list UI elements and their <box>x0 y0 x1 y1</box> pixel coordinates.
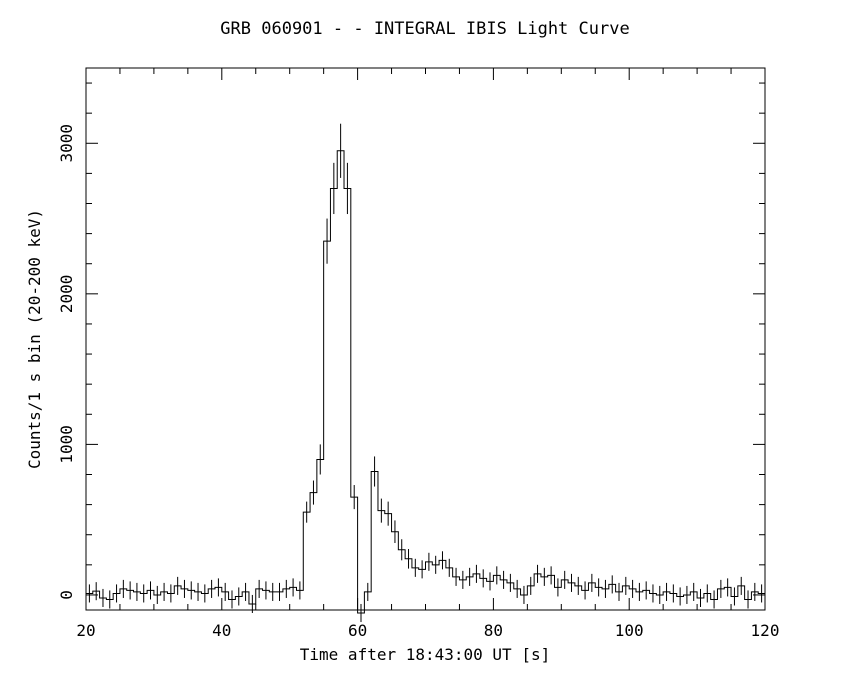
y-tick-labels: 0 1000 2000 3000 <box>57 124 76 600</box>
light-curve-series <box>86 123 765 623</box>
chart-title: GRB 060901 - - INTEGRAL IBIS Light Curve <box>220 19 629 39</box>
y-tick-label: 0 <box>57 590 76 600</box>
plot-frame <box>85 67 766 611</box>
x-tick-label: 40 <box>212 621 231 640</box>
y-axis-label: Counts/1 s bin (20-200 keV) <box>25 209 44 469</box>
y-tick-label: 2000 <box>57 275 76 314</box>
x-tick-labels: 20 40 60 80 100 120 <box>76 621 779 640</box>
axis-ticks <box>85 68 766 610</box>
x-tick-label: 100 <box>615 621 644 640</box>
y-tick-label: 1000 <box>57 425 76 464</box>
x-tick-label: 60 <box>348 621 367 640</box>
x-axis-label: Time after 18:43:00 UT [s] <box>300 645 550 664</box>
x-tick-label: 120 <box>751 621 780 640</box>
x-tick-label: 80 <box>484 621 503 640</box>
x-tick-label: 20 <box>76 621 95 640</box>
light-curve-steps <box>86 150 765 614</box>
y-tick-label: 3000 <box>57 124 76 163</box>
